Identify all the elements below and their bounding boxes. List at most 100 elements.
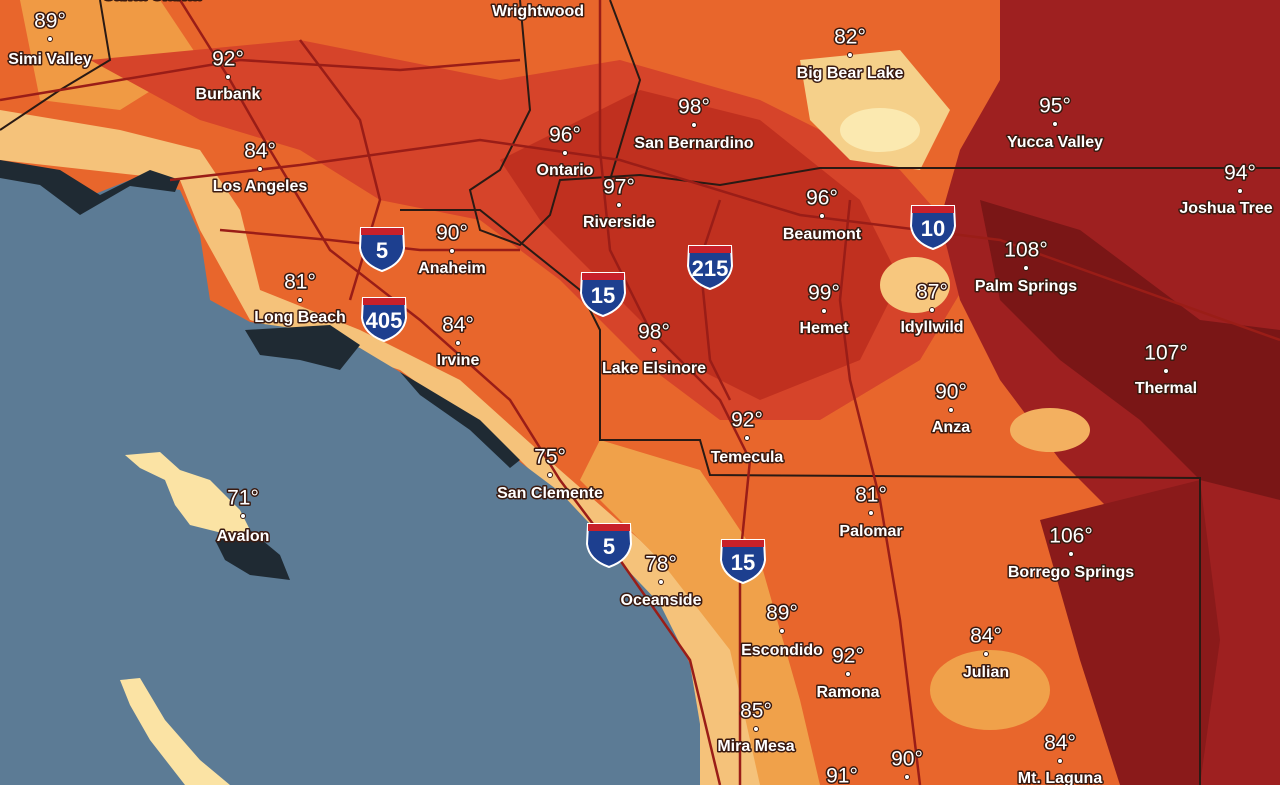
- temperature: 98°: [678, 96, 710, 119]
- city-dot: [47, 36, 53, 42]
- city-dot: [658, 579, 664, 585]
- temperature: 107°: [1144, 342, 1187, 365]
- ocean: [0, 170, 700, 785]
- city-dot: [651, 347, 657, 353]
- city-name: Borrego Springs: [1008, 564, 1134, 581]
- shield-top: [361, 228, 403, 235]
- city-dot: [819, 213, 825, 219]
- temperature: 96°: [549, 124, 581, 147]
- city-dot: [753, 726, 759, 732]
- city: 107° Thermal: [1133, 340, 1198, 399]
- temperature: 94°: [1224, 162, 1256, 185]
- temperature: 75°: [534, 446, 566, 469]
- city-dot: [1237, 188, 1243, 194]
- interstate-shield: 215: [686, 245, 734, 291]
- city-dot: [1057, 758, 1063, 764]
- city-name: Palm Springs: [975, 278, 1077, 295]
- city: 89° Escondido: [740, 600, 825, 661]
- harbor: [245, 325, 360, 370]
- city-dot: [929, 307, 935, 313]
- temperature: 81°: [284, 271, 316, 294]
- mountain: [880, 257, 950, 313]
- mountain-peak: [840, 108, 920, 152]
- shield-shape: [360, 297, 408, 343]
- temperature: 95°: [1039, 95, 1071, 118]
- temperature: 81°: [855, 484, 887, 507]
- interstate-shield: 15: [579, 272, 627, 318]
- city-dot: [779, 628, 785, 634]
- city: 75° San Clemente: [496, 444, 605, 504]
- city-name: Lake Elsinore: [602, 360, 706, 377]
- city: 97° Riverside: [581, 174, 656, 233]
- temperature: 71°: [227, 487, 259, 510]
- city-dot: [847, 52, 853, 58]
- city-name: Beaumont: [783, 226, 862, 243]
- city: 98° San Bernardino: [633, 94, 755, 154]
- coast-shadow: [0, 160, 180, 215]
- foothills: [580, 440, 820, 785]
- temperature: 84°: [442, 314, 474, 337]
- interstate-number: 405: [366, 308, 403, 333]
- city-name: Burbank: [196, 86, 261, 103]
- city-name: Irvine: [437, 352, 480, 369]
- city-dot: [983, 651, 989, 657]
- city-name: Mt. Laguna: [1018, 770, 1103, 785]
- city-dot: [240, 513, 246, 519]
- city: 78° Oceanside: [619, 551, 703, 611]
- city-name: Joshua Tree: [1179, 200, 1272, 217]
- city: 95° Yucca Valley: [1005, 93, 1104, 153]
- city-dot: [948, 407, 954, 413]
- city-name: Wrightwood: [492, 3, 584, 20]
- city: 96° Ontario: [535, 122, 595, 181]
- city-name: Big Bear Lake: [797, 65, 904, 82]
- temperature: 78°: [645, 553, 677, 576]
- temperature: 106°: [1049, 525, 1092, 548]
- city: Santa Clarita: [102, 0, 203, 6]
- city: 91°: [825, 763, 860, 785]
- shield-top: [582, 273, 624, 280]
- interstate-shield: 405: [360, 297, 408, 343]
- temperature: 92°: [731, 409, 763, 432]
- city-name: Ontario: [537, 162, 594, 179]
- city-name: Hemet: [800, 320, 850, 337]
- city-dot: [616, 202, 622, 208]
- island: [120, 678, 230, 785]
- city-name: Thermal: [1135, 380, 1197, 397]
- borrego-zone: [1040, 480, 1220, 785]
- city: 92° Ramona: [815, 643, 881, 703]
- city-name: Avalon: [217, 528, 270, 545]
- city-name: Los Angeles: [213, 178, 308, 195]
- desert-core: [980, 200, 1280, 500]
- city-dot: [257, 166, 263, 172]
- city: 92° Temecula: [709, 407, 785, 468]
- city: 84° Julian: [961, 623, 1010, 683]
- city: 99° Hemet: [798, 280, 851, 339]
- temperature: 89°: [766, 602, 798, 625]
- shield-shape: [686, 245, 734, 291]
- temperature: 90°: [436, 222, 468, 245]
- city-dot: [1068, 551, 1074, 557]
- city-layer: Santa Clarita Wrightwood 89° Simi Valley 92°…: [7, 0, 1275, 785]
- city: 81° Palomar: [838, 482, 904, 542]
- mountain: [1010, 408, 1090, 452]
- city: 84° Irvine: [435, 312, 481, 371]
- temperature: 97°: [603, 176, 635, 199]
- city: 85° Mira Mesa: [716, 698, 796, 757]
- city-name: Santa Clarita: [103, 0, 201, 4]
- city-dot: [297, 297, 303, 303]
- city-name: Idyllwild: [900, 319, 963, 336]
- interstate-shield: 5: [585, 523, 633, 569]
- mountain: [930, 650, 1050, 730]
- city: 84° Los Angeles: [211, 138, 309, 197]
- interstate-shield: 10: [909, 205, 957, 251]
- city-name: Escondido: [741, 642, 823, 659]
- city: 87° Idyllwild: [899, 279, 965, 338]
- shield-top: [588, 524, 630, 531]
- shield-top: [912, 206, 954, 213]
- city-dot: [904, 774, 910, 780]
- city: 92° Burbank: [194, 46, 262, 105]
- interstate-number: 15: [731, 550, 755, 575]
- city: 90°: [890, 746, 924, 780]
- coastal-zone: [0, 110, 780, 785]
